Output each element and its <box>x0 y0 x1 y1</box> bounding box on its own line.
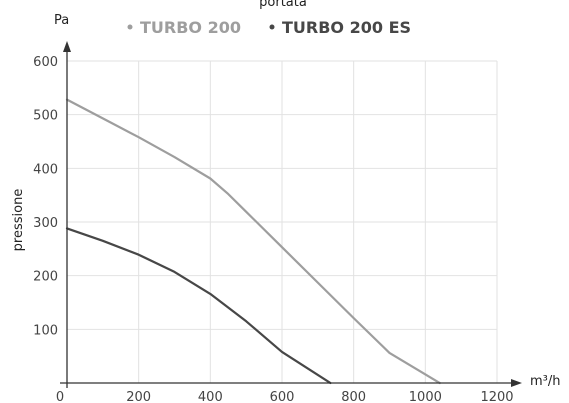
axes <box>60 41 522 388</box>
legend-label-1: TURBO 200 ES <box>282 18 411 37</box>
grid <box>67 60 498 383</box>
y-tick-label-2: 300 <box>33 216 58 231</box>
y-tick-label-4: 500 <box>33 109 58 124</box>
y-tick-label-5: 600 <box>33 55 58 70</box>
y-tick-label-1: 200 <box>33 270 58 285</box>
x-tick-label-3: 600 <box>270 390 295 403</box>
x-axis-arrow <box>511 379 522 387</box>
y-unit-label: Pa <box>54 13 69 28</box>
x-tick-label-1: 200 <box>126 390 151 403</box>
series-line-1 <box>65 227 332 385</box>
y-tick-label-0: 100 <box>33 323 58 338</box>
x-axis-label: m³/h <box>530 374 561 389</box>
legend-label-0: TURBO 200 <box>140 18 241 37</box>
y-tick-label-3: 400 <box>33 162 58 177</box>
series-lines <box>65 98 441 385</box>
chart-title: portata <box>259 0 307 10</box>
legend: TURBO 200 TURBO 200 ES <box>127 18 411 37</box>
tick-labels: 0 200 400 600 800 1000 1200 100 200 300 400 500 600 <box>33 55 513 403</box>
y-axis-label: pressione <box>11 189 26 252</box>
x-tick-label-5: 1000 <box>409 390 442 403</box>
legend-marker-0 <box>127 24 133 30</box>
legend-marker-1 <box>269 24 275 30</box>
x-tick-label-0: 0 <box>56 390 64 403</box>
y-axis-arrow <box>63 41 71 52</box>
x-tick-label-2: 400 <box>198 390 223 403</box>
series-line-0 <box>65 98 441 385</box>
x-tick-label-6: 1200 <box>480 390 513 403</box>
x-tick-label-4: 800 <box>341 390 366 403</box>
